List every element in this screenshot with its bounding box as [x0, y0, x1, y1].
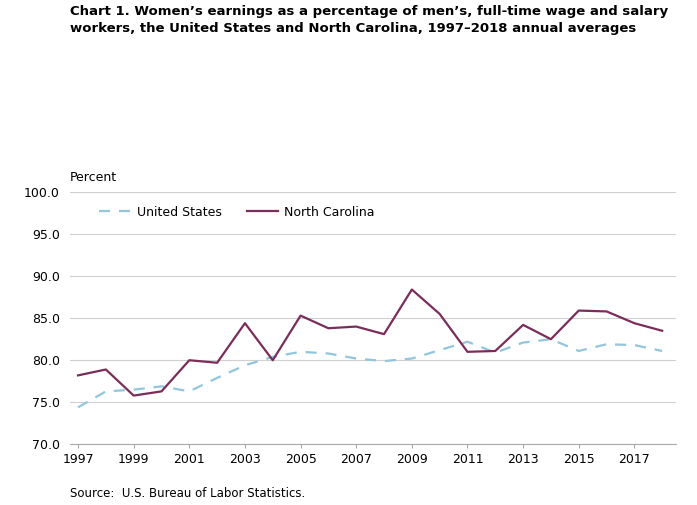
United States	[130, 387, 138, 393]
United States	[602, 341, 611, 347]
North Carolina	[102, 367, 110, 373]
Line: North Carolina: North Carolina	[78, 289, 662, 395]
North Carolina	[158, 388, 166, 394]
United States	[74, 405, 82, 411]
North Carolina	[519, 322, 528, 328]
United States	[324, 350, 332, 357]
United States	[352, 356, 360, 362]
United States	[213, 375, 222, 381]
Legend: United States, North Carolina: United States, North Carolina	[94, 200, 380, 224]
United States	[491, 349, 500, 356]
United States	[574, 348, 583, 354]
North Carolina	[240, 320, 249, 326]
Line: United States: United States	[78, 339, 662, 408]
North Carolina	[185, 357, 194, 363]
North Carolina	[74, 372, 82, 378]
United States	[464, 339, 472, 345]
Text: Percent: Percent	[70, 171, 117, 184]
North Carolina	[408, 286, 416, 292]
North Carolina	[602, 309, 611, 315]
Text: Source:  U.S. Bureau of Labor Statistics.: Source: U.S. Bureau of Labor Statistics.	[70, 487, 305, 500]
United States	[408, 356, 416, 362]
North Carolina	[546, 336, 555, 342]
United States	[240, 362, 249, 368]
North Carolina	[574, 308, 583, 314]
North Carolina	[268, 357, 277, 363]
North Carolina	[130, 392, 138, 398]
North Carolina	[324, 325, 332, 331]
North Carolina	[352, 324, 360, 330]
North Carolina	[491, 348, 500, 354]
United States	[185, 388, 194, 394]
United States	[436, 347, 444, 353]
United States	[546, 336, 555, 342]
United States	[268, 354, 277, 360]
United States	[296, 349, 305, 355]
United States	[519, 339, 528, 345]
United States	[102, 388, 110, 394]
Text: Chart 1. Women’s earnings as a percentage of men’s, full-time wage and salary
wo: Chart 1. Women’s earnings as a percentag…	[70, 5, 668, 35]
North Carolina	[436, 311, 444, 317]
United States	[658, 348, 666, 354]
North Carolina	[630, 320, 638, 326]
North Carolina	[380, 331, 388, 337]
United States	[380, 358, 388, 364]
North Carolina	[658, 328, 666, 334]
United States	[630, 342, 638, 348]
North Carolina	[213, 360, 222, 366]
United States	[158, 383, 166, 389]
North Carolina	[296, 313, 305, 319]
North Carolina	[464, 349, 472, 355]
